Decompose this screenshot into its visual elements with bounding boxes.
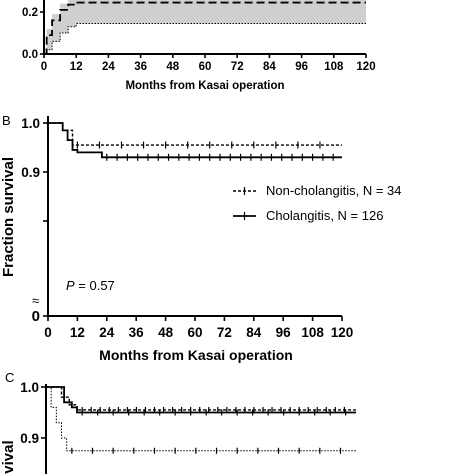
panel-b-x-tick-label: 36 <box>129 325 145 340</box>
panel-c-lines <box>46 386 356 454</box>
panel-a-survival-chart: 0.0 0.2 0 12 24 36 48 60 72 84 96 108 120 Months fr… <box>22 0 376 92</box>
panel-b-lines <box>48 122 342 161</box>
panel-b-letter: B <box>2 113 11 128</box>
panel-c-letter: C <box>5 370 14 385</box>
panel-a-y-tick-label: 0.0 <box>22 49 38 61</box>
p-value: = 0.57 <box>75 278 115 293</box>
panel-c-survival-chart: C 1.0 0.9 rvival <box>0 370 356 474</box>
panel-a-lower-ci-line <box>44 23 366 55</box>
panel-a-x-tick-label: 96 <box>295 61 308 73</box>
panel-b-x-tick-label: 72 <box>217 325 232 340</box>
panel-b-y-ticks: 0 0.9 1.0 <box>21 116 48 325</box>
panel-b-axis-break: ≈ <box>32 293 39 308</box>
panel-a-x-tick-label: 60 <box>199 61 212 73</box>
p-label: P <box>66 278 75 293</box>
panel-a-x-tick-label: 72 <box>231 61 244 73</box>
panel-b-survival-chart: B 0 0.9 1.0 0 12 24 36 48 60 72 84 96 108 120 ≈ Mont… <box>0 113 402 363</box>
panel-a-y-tick-label: 0.2 <box>22 7 38 19</box>
panel-b-y-tick-label: 0 <box>32 308 40 325</box>
panel-a-x-tick-label: 0 <box>41 61 47 73</box>
panel-a-x-tick-label: 108 <box>324 61 344 73</box>
legend-non-cholangitis: Non-cholangitis, N = 34 <box>266 183 402 198</box>
panel-b-x-tick-label: 120 <box>331 325 354 340</box>
panel-a-x-ticks: 0 12 24 36 48 60 72 84 96 108 120 <box>41 54 376 73</box>
panel-b-x-tick-label: 60 <box>187 325 202 340</box>
panel-b-x-ticks: 0 12 24 36 48 60 72 84 96 108 120 <box>44 316 353 340</box>
panel-b-p-value: P = 0.57 <box>66 278 115 293</box>
panel-c-y-axis-label-fragment: rvival <box>0 440 17 474</box>
panel-c-y-tick-label: 1.0 <box>20 380 39 395</box>
panel-b-x-tick-label: 0 <box>44 325 52 340</box>
panel-a-confidence-band <box>44 0 366 54</box>
panel-a-x-tick-label: 12 <box>70 61 83 73</box>
panel-c-y-ticks: 1.0 0.9 <box>20 380 46 446</box>
panel-c-solid-curve <box>46 386 356 414</box>
panel-b-y-axis-label: Fraction survival <box>0 157 17 277</box>
panel-a-x-tick-label: 24 <box>102 61 115 73</box>
panel-b-x-tick-label: 48 <box>158 325 174 340</box>
panel-b-y-tick-label: 0.9 <box>21 165 40 180</box>
panel-c-y-tick-label: 0.9 <box>20 431 39 446</box>
panel-b-x-tick-label: 12 <box>70 325 85 340</box>
panel-b-x-tick-label: 108 <box>301 325 324 340</box>
panel-b-legend: Non-cholangitis, N = 34 Cholangitis, N =… <box>233 183 402 223</box>
panel-b-x-tick-label: 24 <box>99 325 115 340</box>
panel-a-y-ticks: 0.0 0.2 <box>22 7 44 61</box>
panel-a-x-tick-label: 84 <box>263 61 276 73</box>
panel-a-x-tick-label: 120 <box>356 61 375 73</box>
panel-b-x-tick-label: 84 <box>246 325 262 340</box>
panel-a-estimate-line <box>44 1 366 55</box>
panel-a-lines <box>44 1 366 55</box>
panel-b-x-tick-label: 96 <box>276 325 292 340</box>
panel-b-x-axis-label: Months from Kasai operation <box>99 347 293 363</box>
panel-a-x-tick-label: 36 <box>134 61 147 73</box>
cholangitis-curve <box>48 122 342 159</box>
panel-a-x-axis-label: Months from Kasai operation <box>125 80 284 92</box>
panel-a-x-tick-label: 48 <box>166 61 179 73</box>
panel-b-y-tick-label: 1.0 <box>21 116 40 131</box>
panel-c-dashed-curve <box>46 386 356 411</box>
legend-cholangitis: Cholangitis, N = 126 <box>266 208 383 223</box>
panel-c-dotted-curve <box>46 386 356 452</box>
